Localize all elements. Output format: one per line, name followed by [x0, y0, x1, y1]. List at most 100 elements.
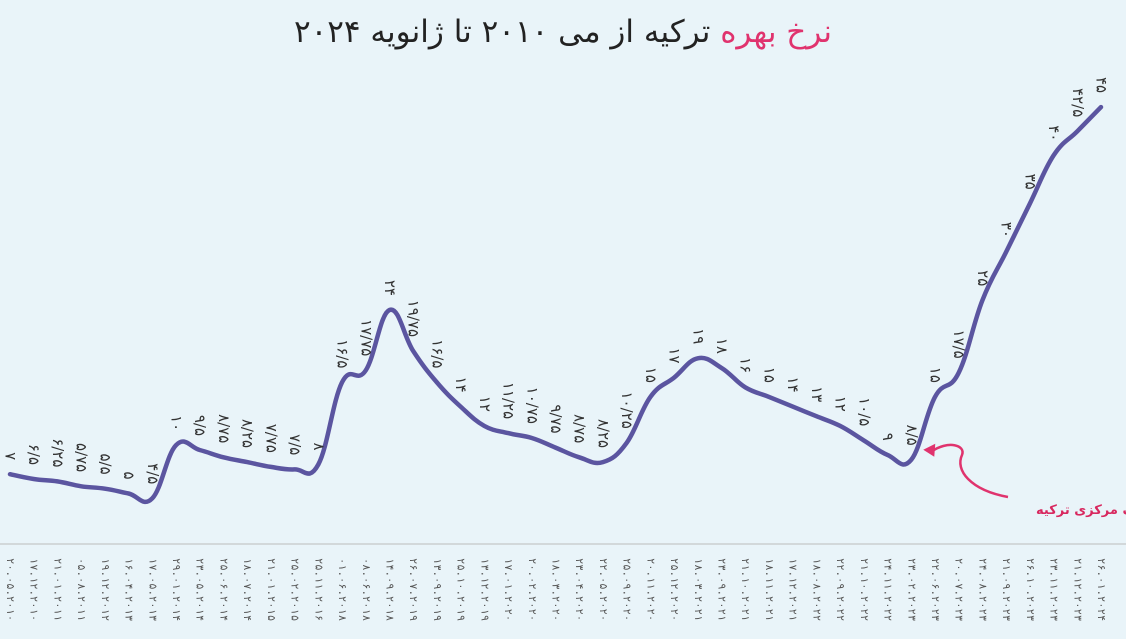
- date-tick-label: ۱۸.۰۷.۲۰۱۴: [241, 558, 253, 621]
- value-label: ۱۷: [666, 347, 684, 363]
- value-label: ۸/۲۵: [594, 419, 612, 448]
- date-tick-label: ۱۸.۱۱.۲۰۲۱: [763, 558, 775, 621]
- data-point: [245, 460, 249, 464]
- data-point: [933, 395, 937, 399]
- date-tick-label: ۱۷.۱۲.۲۰۲۱: [787, 558, 799, 621]
- title-accent: نرخ بهره: [720, 14, 833, 50]
- data-point: [435, 380, 439, 384]
- date-tick-label: ۱۷.۰۱.۲۰۲۰: [502, 558, 514, 621]
- data-point: [696, 356, 700, 360]
- value-label: ۱۴: [784, 376, 802, 392]
- date-tick-label: ۱۴.۰۹.۲۰۱۸: [383, 558, 395, 621]
- rate-line: [7, 104, 1104, 505]
- date-tick-label: ۲۹.۰۱.۲۰۱۴: [170, 558, 182, 621]
- data-point: [269, 465, 273, 469]
- data-point: [577, 455, 581, 459]
- value-label: ۱۶: [737, 357, 755, 373]
- value-label: ۱۷/۵: [950, 330, 968, 359]
- data-point: [127, 492, 131, 496]
- data-point: [886, 453, 890, 457]
- data-point: [387, 308, 391, 312]
- date-tick-label: ۲۵.۰۶.۲۰۱۴: [217, 558, 229, 621]
- value-label: ۲۵: [974, 270, 992, 286]
- value-label: ۶/۵: [25, 444, 43, 465]
- value-label: ۷/۵: [286, 434, 304, 455]
- data-point: [672, 376, 676, 380]
- data-point: [150, 496, 154, 500]
- date-tick-label: ۲۱.۰۱.۲۰۱۵: [265, 558, 277, 621]
- chart-title: نرخ بهره ترکیه از می ۲۰۱۰ تا ژانویه ۲۰۲۴: [0, 14, 1126, 50]
- data-point: [55, 479, 59, 483]
- title-rest: ترکیه از می ۲۰۱۰ تا ژانویه ۲۰۲۴: [293, 14, 711, 50]
- value-label: ۱۰/۷۵: [523, 387, 541, 424]
- value-label: ۱۳: [808, 386, 826, 402]
- data-point: [411, 349, 415, 353]
- data-point: [530, 436, 534, 440]
- date-tick-label: ۲۰.۰۵.۲۰۱۰: [4, 558, 16, 621]
- date-tick-label: ۱۶.۰۴.۲۰۱۳: [123, 558, 135, 621]
- data-point: [79, 484, 83, 488]
- data-point: [791, 405, 795, 409]
- date-tick-label: ۲۳.۰۹.۲۰۲۱: [716, 558, 728, 621]
- value-label: ۶/۲۵: [49, 438, 67, 467]
- data-point: [316, 463, 320, 467]
- value-label: ۸/۷۵: [215, 414, 233, 443]
- date-tick-label: ۰۸.۰۶.۲۰۱۸: [360, 558, 372, 621]
- data-point: [957, 371, 961, 375]
- value-label: ۱۵: [760, 367, 778, 383]
- value-label: ۷: [2, 452, 20, 460]
- data-point: [767, 395, 771, 399]
- value-label: ۱۴: [452, 376, 470, 392]
- annotation-label: انتصاب حفیظه ارکان به ریاست بانک مرکزی ت…: [1036, 503, 1126, 518]
- date-tick-label: ۲۵.۰۹.۲۰۲۰: [621, 558, 633, 621]
- date-tick-label: ۲۳.۰۲.۲۰۲۳: [905, 558, 917, 621]
- date-tick-label: ۲۶.۰۱.۲۰۲۴: [1095, 558, 1107, 621]
- data-point: [909, 458, 913, 462]
- value-label: ۴۰: [1045, 125, 1063, 141]
- date-tick-label: ۲۱.۱۰.۲۰۲۲: [858, 558, 870, 621]
- date-tick-label: ۲۱.۰۹.۲۰۲۳: [1000, 558, 1012, 621]
- data-point: [1004, 250, 1008, 254]
- data-point: [364, 368, 368, 372]
- value-label: ۱۹: [689, 328, 707, 344]
- data-point: [293, 467, 297, 471]
- data-point: [743, 385, 747, 389]
- value-label: ۱۸: [713, 338, 731, 354]
- data-point: [838, 424, 842, 428]
- annotation-arrow: [930, 443, 1009, 499]
- date-tick-label: ۱۸.۰۸.۲۰۲۲: [810, 558, 822, 621]
- data-point: [221, 455, 225, 459]
- data-point: [482, 424, 486, 428]
- date-tick-label: ۰۵.۰۸.۲۰۱۱: [75, 558, 87, 621]
- data-point: [198, 448, 202, 452]
- date-tick-label: ۱۹.۱۲.۲۰۱۲: [99, 558, 111, 621]
- value-label: ۸/۷۵: [571, 414, 589, 443]
- date-tick-label: ۲۳.۰۴.۲۰۲۰: [573, 558, 585, 621]
- data-point: [980, 298, 984, 302]
- value-label: ۵/۷۵: [73, 443, 91, 472]
- data-point: [340, 380, 344, 384]
- data-point: [103, 487, 107, 491]
- data-point: [174, 443, 178, 447]
- date-tick-label: ۰۱.۰۶.۲۰۱۸: [336, 558, 348, 621]
- value-label: ۱۵: [926, 367, 944, 383]
- value-label: ۱۰: [168, 415, 186, 431]
- data-point: [601, 460, 605, 464]
- value-label: ۲۴: [381, 280, 399, 296]
- date-tick-label: ۲۵.۱۲.۲۰۲۰: [668, 558, 680, 621]
- date-tick-label: ۱۷.۱۲.۲۰۱۰: [28, 558, 40, 621]
- date-tick-label: ۲۳.۰۵.۲۰۱۴: [194, 558, 206, 621]
- value-label: ۸: [310, 442, 328, 450]
- data-point: [1099, 105, 1103, 109]
- date-tick-label: ۲۲.۰۵.۲۰۲۰: [597, 558, 609, 621]
- value-label: ۳۰: [998, 222, 1016, 238]
- data-point: [506, 431, 510, 435]
- data-point: [1052, 153, 1056, 157]
- value-label: ۴۲/۵: [1069, 88, 1087, 117]
- date-tick-label: ۱۸.۰۳.۲۰۲۰: [550, 558, 562, 621]
- value-label: ۵/۵: [96, 454, 114, 475]
- data-point: [648, 395, 652, 399]
- date-tick-label: ۲۰.۰۲.۲۰۲۰: [526, 558, 538, 621]
- data-point: [814, 414, 818, 418]
